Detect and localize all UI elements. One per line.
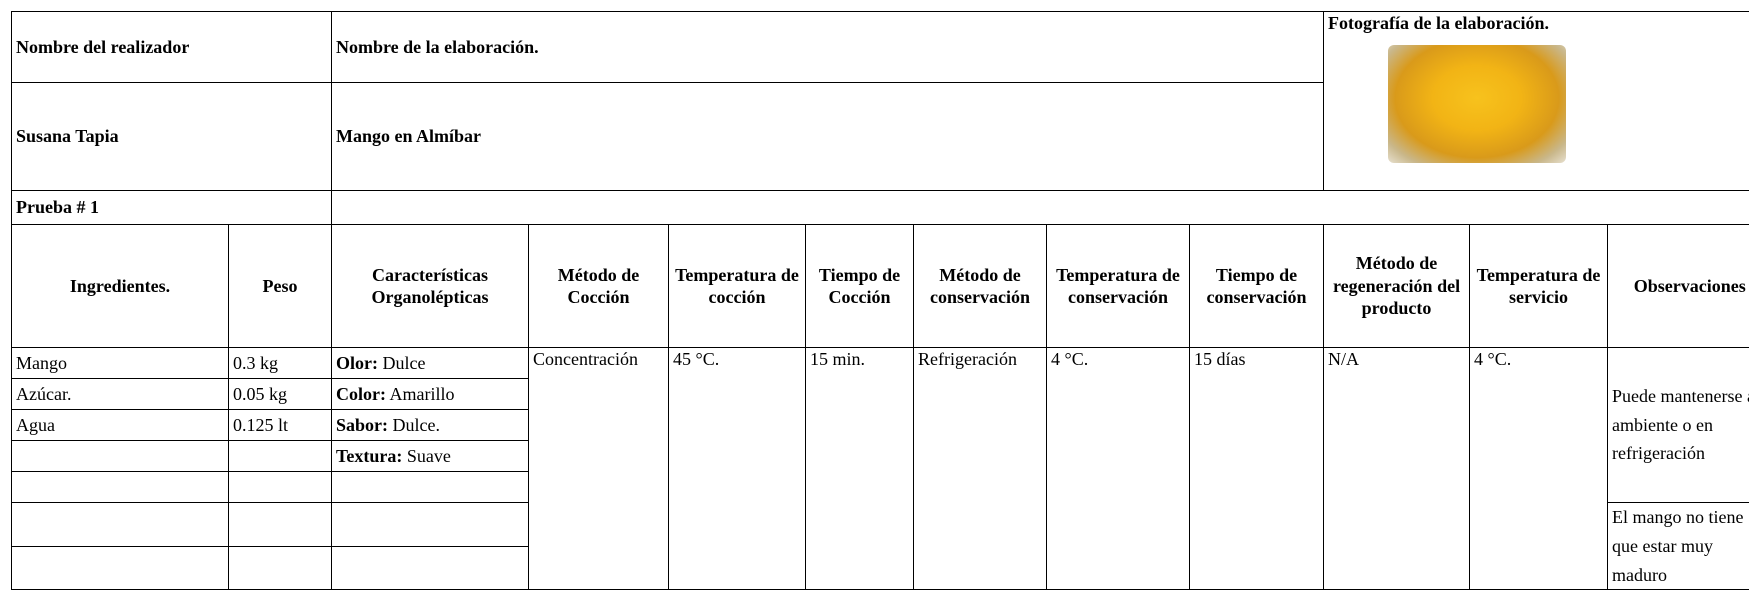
data-row: Mango 0.3 kg Olor: Dulce Concentración 45 °C…	[11, 346, 1749, 591]
empty-cell	[228, 471, 332, 503]
ingredient: Agua	[11, 409, 229, 441]
characteristic-value: Dulce.	[392, 414, 440, 435]
empty-cell	[11, 440, 229, 472]
observation: Puede mantenerse al ambiente o en refrig…	[1607, 347, 1749, 503]
recipe-sheet: Nombre del realizador Nombre de la elabo…	[11, 11, 1749, 591]
characteristic-label: Sabor:	[336, 414, 389, 435]
empty-cell	[11, 502, 229, 547]
empty-cell	[11, 471, 229, 503]
detail: 15 días	[1188, 346, 1325, 591]
empty-cell	[331, 502, 529, 547]
prueba: Prueba # 1	[11, 190, 332, 225]
empty-cell	[228, 440, 332, 472]
characteristic: Textura: Suave	[331, 440, 529, 472]
characteristic-value: Amarillo	[389, 383, 455, 404]
elaboracion: Mango en Almíbar	[330, 82, 1325, 191]
column-header: Método de regeneración del producto	[1323, 224, 1471, 348]
header-row: Ingredientes. Peso Características Organol…	[11, 224, 1749, 348]
data-row: Agua 0.125 lt Sabor: Dulce.	[11, 409, 1749, 441]
weight: 0.125 lt	[228, 409, 332, 441]
detail: N/A	[1323, 346, 1471, 591]
data-row: Textura: Suave	[11, 440, 1749, 472]
weight: 0.05 kg	[228, 378, 332, 410]
characteristic: Olor: Dulce	[331, 347, 529, 379]
characteristic: Sabor: Dulce.	[331, 409, 529, 441]
characteristic-label: Textura:	[336, 445, 403, 466]
photo-cell: Fotografía de la elaboración.	[1323, 11, 1749, 191]
column-header: Método de conservación	[913, 224, 1047, 348]
column-header: Tiempo de conservación	[1188, 224, 1325, 348]
column-header: Características Organolépticas	[331, 224, 529, 348]
empty-cell	[228, 502, 332, 547]
column-header: Temperatura de cocción	[668, 224, 806, 348]
label-elaboracion: Nombre de la elaboración.	[330, 11, 1325, 83]
column-header: Temperatura de servicio	[1469, 224, 1609, 348]
ingredient: Mango	[11, 347, 229, 379]
detail: 4 °C.	[1469, 346, 1609, 591]
column-header: Peso	[228, 224, 332, 348]
label-foto: Fotografía de la elaboración.	[1328, 13, 1549, 33]
detail: 45 °C.	[668, 346, 806, 591]
characteristic-value: Suave	[406, 445, 451, 466]
detail: 15 min.	[805, 346, 914, 591]
label-realizador: Nombre del realizador	[11, 11, 332, 83]
column-header: Ingredientes.	[11, 224, 229, 348]
characteristic-label: Olor:	[336, 352, 378, 373]
weight: 0.3 kg	[228, 347, 332, 379]
data-row: El mango no tiene que estar muy maduro	[11, 501, 1749, 591]
photo	[1388, 44, 1567, 163]
column-header: Temperatura de conservación	[1046, 224, 1190, 348]
column-header: Método de Cocción	[528, 224, 669, 348]
empty-cell	[11, 545, 229, 591]
column-header: Observaciones	[1607, 224, 1749, 348]
empty-cell	[331, 545, 529, 591]
empty-cell	[228, 545, 332, 591]
characteristic-label: Color:	[336, 383, 386, 404]
empty-cell	[330, 190, 1749, 225]
observation: El mango no tiene que estar muy maduro	[1607, 501, 1749, 591]
realizador: Susana Tapia	[11, 82, 332, 191]
data-row	[11, 471, 1749, 503]
column-header: Tiempo de Cocción	[805, 224, 914, 348]
detail: 4 °C.	[1046, 346, 1190, 591]
detail: Refrigeración	[913, 346, 1047, 591]
data-row	[11, 545, 1749, 591]
data-row: Azúcar. 0.05 kg Color: Amarillo	[11, 378, 1749, 410]
characteristic: Color: Amarillo	[331, 378, 529, 410]
ingredient: Azúcar.	[11, 378, 229, 410]
characteristic-value: Dulce	[382, 352, 426, 373]
detail: Concentración	[528, 346, 669, 591]
empty-cell	[331, 471, 529, 503]
